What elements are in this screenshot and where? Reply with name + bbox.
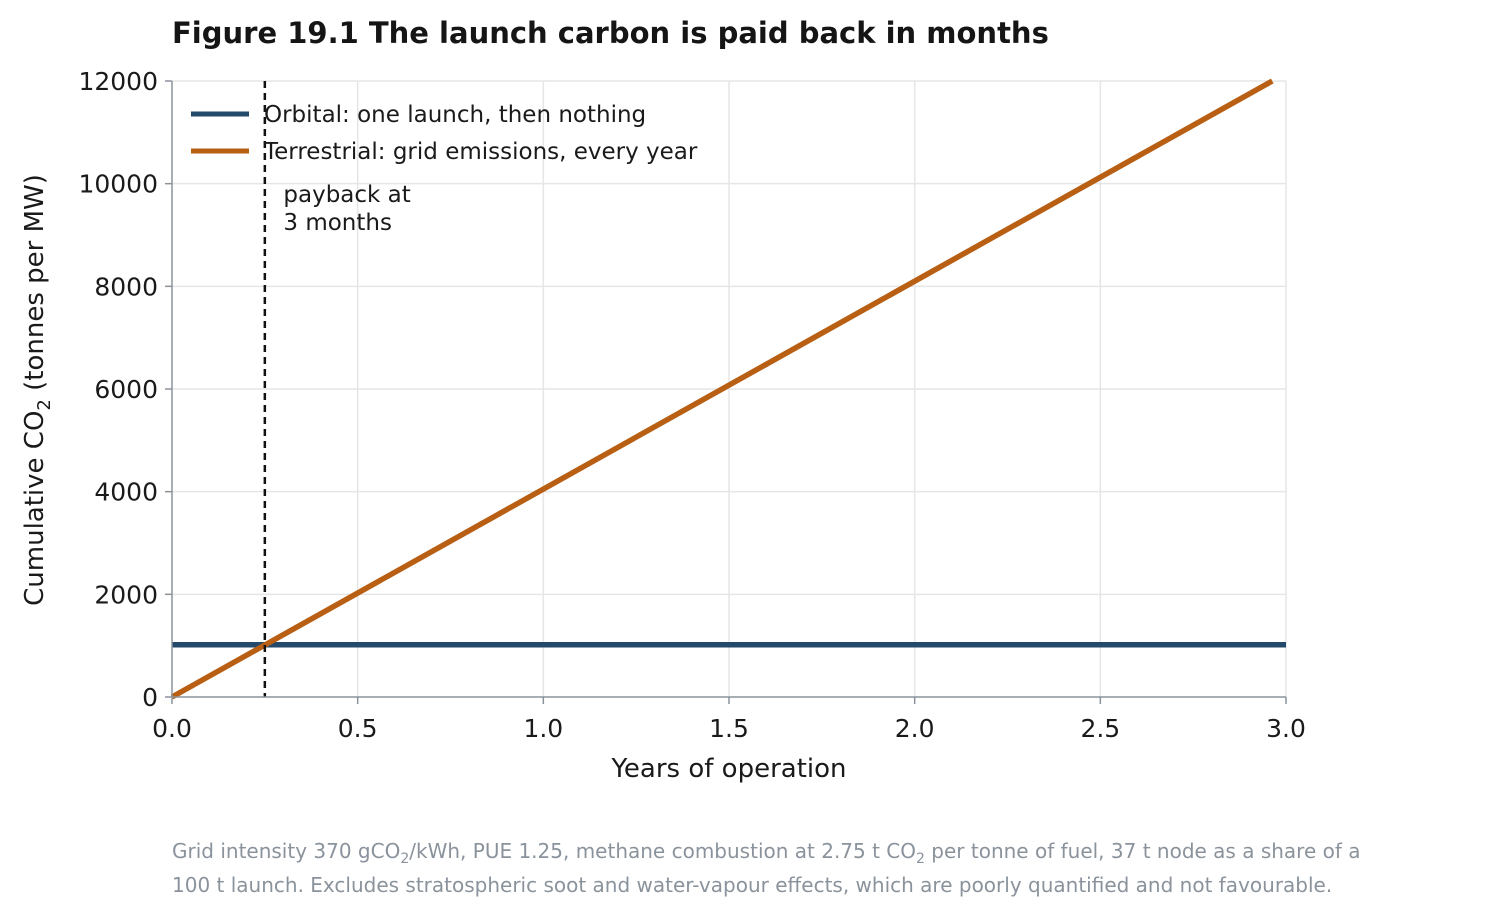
- y-tick-label: 2000: [94, 580, 158, 609]
- chart-title: Figure 19.1 The launch carbon is paid ba…: [172, 16, 1049, 50]
- y-axis-label: Cumulative CO2 (tonnes per MW): [20, 174, 55, 606]
- annotation-line-1: payback at: [283, 182, 410, 208]
- x-tick-label: 2.0: [895, 714, 935, 743]
- y-tick-label: 4000: [94, 478, 158, 507]
- x-axis-label: Years of operation: [610, 754, 846, 784]
- x-tick-label: 3.0: [1266, 714, 1306, 743]
- payback-annotation: payback at 3 months: [283, 182, 410, 236]
- y-tick-label: 6000: [94, 375, 158, 404]
- annotation-line-2: 3 months: [283, 210, 392, 236]
- x-tick-label: 1.5: [709, 714, 749, 743]
- plot-marks: [170, 78, 1286, 700]
- legend-label-orbital: Orbital: one launch, then nothing: [264, 102, 646, 128]
- tick-labels: 0.0 0.5 1.0 1.5 2.0 2.5 3.0 0 2000 4000 6000 8000 10…: [78, 67, 1305, 743]
- x-tick-label: 0.0: [152, 714, 192, 743]
- y-tick-label: 10000: [78, 170, 158, 199]
- y-tick-label: 0: [142, 683, 158, 712]
- x-tick-label: 2.5: [1080, 714, 1120, 743]
- y-tick-label: 12000: [78, 67, 158, 96]
- series-line-terrestrial: [170, 78, 1274, 700]
- footnote: Grid intensity 370 gCO2/kWh, PUE 1.25, m…: [172, 838, 1502, 898]
- x-tick-label: 0.5: [338, 714, 378, 743]
- footnote-line-1: Grid intensity 370 gCO2/kWh, PUE 1.25, m…: [172, 839, 1361, 867]
- footnote-line-2: 100 t launch. Excludes stratospheric soo…: [172, 873, 1333, 897]
- legend-label-terrestrial: Terrestrial: grid emissions, every year: [263, 139, 698, 165]
- x-tick-label: 1.0: [523, 714, 563, 743]
- y-tick-label: 8000: [94, 272, 158, 301]
- legend: Orbital: one launch, then nothing Terres…: [191, 102, 698, 165]
- axes: [165, 80, 1287, 704]
